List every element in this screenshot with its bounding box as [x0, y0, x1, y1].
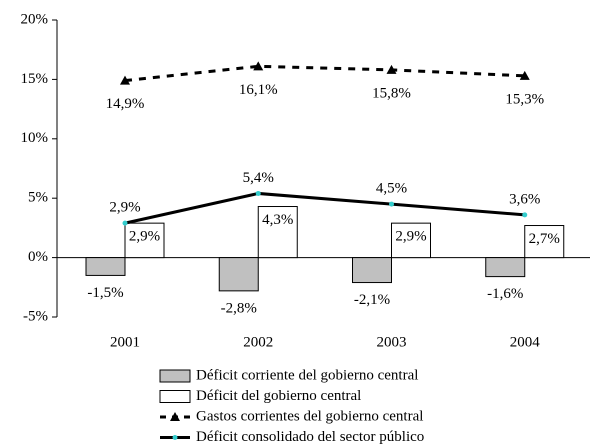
- value-label: 2,7%: [529, 231, 560, 247]
- legend-marker: [170, 412, 180, 421]
- bar: [85, 257, 126, 276]
- value-label: -2,1%: [354, 292, 390, 308]
- y-tick-label: 0%: [28, 249, 48, 265]
- bar: [218, 257, 259, 292]
- legend-label: Déficit consolidado del sector público: [196, 429, 424, 445]
- value-label: 2,9%: [395, 229, 426, 245]
- marker: [120, 75, 130, 85]
- bar: [124, 222, 165, 259]
- line: [124, 191, 525, 225]
- bar: [391, 222, 431, 259]
- legend-label: Déficit del gobierno central: [196, 388, 361, 404]
- legend-swatch: [159, 390, 191, 403]
- marker: [255, 190, 261, 196]
- bar: [524, 225, 565, 259]
- value-label: -1,6%: [487, 286, 523, 302]
- value-label: 5,4%: [243, 170, 274, 186]
- value-label: 2,9%: [129, 229, 160, 245]
- x-tick-label: 2002: [243, 334, 273, 350]
- legend-swatch: [159, 369, 191, 383]
- value-label: 4,5%: [376, 181, 407, 197]
- y-tick-label: 20%: [21, 11, 49, 27]
- marker: [122, 220, 128, 226]
- marker: [253, 61, 264, 71]
- value-label: 2,9%: [109, 200, 140, 216]
- value-label: -1,5%: [87, 285, 123, 301]
- y-tick-label: -5%: [23, 308, 48, 324]
- bar: [257, 206, 298, 259]
- bar: [485, 257, 526, 278]
- legend-label: Gastos corrientes del gobierno central: [196, 408, 423, 424]
- marker: [386, 64, 397, 74]
- marker: [522, 212, 528, 218]
- y-tick-label: 15%: [21, 71, 49, 87]
- x-tick-label: 2001: [110, 334, 140, 350]
- value-label: 3,6%: [509, 191, 540, 207]
- value-label: 14,9%: [106, 96, 145, 112]
- x-tick-label: 2004: [510, 334, 541, 350]
- value-label: 4,3%: [262, 212, 293, 228]
- value-label: 15,3%: [505, 91, 544, 107]
- marker: [389, 201, 394, 207]
- y-tick-label: 5%: [28, 190, 48, 206]
- legend-label: Déficit corriente del gobierno central: [196, 367, 418, 383]
- value-label: -2,8%: [221, 300, 257, 316]
- marker: [519, 70, 530, 80]
- value-label: 16,1%: [239, 82, 278, 98]
- line: [124, 64, 525, 83]
- x-tick-label: 2003: [377, 334, 407, 350]
- value-label: 15,8%: [372, 85, 411, 101]
- bar: [352, 257, 392, 284]
- y-tick-label: 10%: [21, 130, 49, 146]
- legend-marker: [172, 435, 178, 440]
